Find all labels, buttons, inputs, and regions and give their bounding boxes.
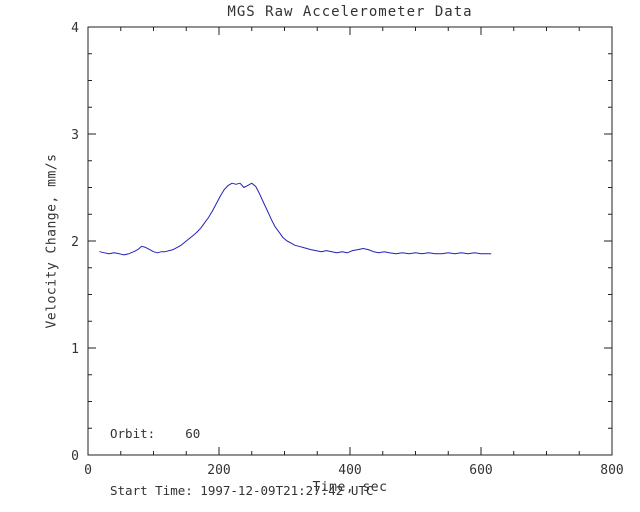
x-tick-label: 200 bbox=[207, 463, 230, 478]
x-tick-label: 800 bbox=[600, 463, 623, 478]
x-tick-label: 400 bbox=[338, 463, 361, 478]
x-tick-label: 0 bbox=[84, 463, 92, 478]
y-tick-label: 0 bbox=[71, 449, 79, 464]
y-axis-label: Velocity Change, mm/s bbox=[44, 153, 60, 329]
y-tick-label: 2 bbox=[71, 235, 79, 250]
annotation-orbit: Orbit: 60 bbox=[110, 426, 201, 441]
y-tick-label: 4 bbox=[71, 21, 79, 36]
y-tick-label: 3 bbox=[71, 128, 79, 143]
annotation-block: Orbit: 60 Start Time: 1997-12-09T21:27:4… bbox=[110, 386, 373, 512]
chart-title: MGS Raw Accelerometer Data bbox=[227, 4, 473, 20]
annotation-start-time: Start Time: 1997-12-09T21:27:42 UTC bbox=[110, 483, 374, 498]
x-axis-label: Time, sec bbox=[312, 480, 388, 495]
data-line bbox=[99, 182, 492, 256]
x-tick-label: 600 bbox=[469, 463, 492, 478]
y-tick-label: 1 bbox=[71, 342, 79, 357]
